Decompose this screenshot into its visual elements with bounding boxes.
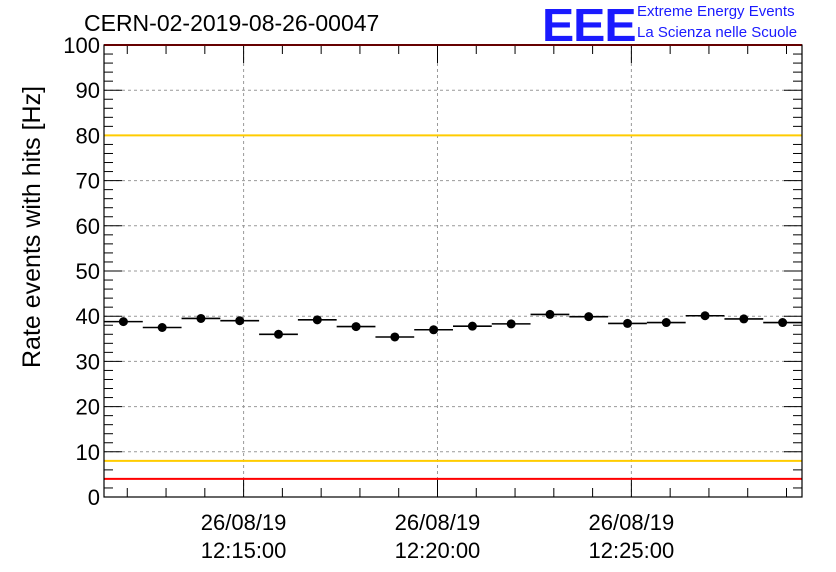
data-point bbox=[390, 332, 400, 342]
y-tick-label: 40 bbox=[76, 304, 100, 329]
logo-line-2: La Scienza nelle Scuole bbox=[637, 24, 798, 41]
data-point bbox=[700, 311, 710, 321]
y-tick-label: 10 bbox=[76, 440, 100, 465]
data-point bbox=[429, 325, 439, 335]
x-tick-date: 26/08/19 bbox=[201, 510, 287, 535]
data-point bbox=[351, 322, 361, 332]
y-tick-label: 50 bbox=[76, 259, 100, 284]
y-tick-label: 0 bbox=[88, 485, 100, 510]
data-point bbox=[506, 319, 516, 329]
run-title: CERN-02-2019-08-26-00047 bbox=[84, 10, 380, 36]
y-tick-label: 100 bbox=[63, 33, 100, 58]
data-point bbox=[778, 318, 788, 328]
data-point bbox=[545, 309, 555, 319]
data-point bbox=[274, 329, 283, 339]
x-tick-time: 12:20:00 bbox=[395, 538, 481, 563]
logo-line-1: Extreme Energy Events bbox=[637, 3, 795, 20]
data-point bbox=[157, 323, 167, 332]
x-tick-time: 12:15:00 bbox=[201, 538, 287, 563]
data-point bbox=[623, 318, 632, 328]
data-point bbox=[235, 316, 245, 326]
y-tick-label: 90 bbox=[76, 78, 100, 103]
y-axis-label: Rate events with hits [Hz] bbox=[18, 85, 46, 368]
x-tick-time: 12:25:00 bbox=[589, 538, 675, 563]
y-tick-label: 20 bbox=[76, 395, 100, 420]
data-point bbox=[118, 317, 128, 327]
y-tick-label: 30 bbox=[76, 349, 100, 374]
data-point bbox=[584, 312, 594, 322]
plot-frame bbox=[103, 44, 803, 498]
x-tick-date: 26/08/19 bbox=[589, 510, 675, 535]
x-tick-date: 26/08/19 bbox=[395, 510, 481, 535]
y-tick-label: 60 bbox=[76, 214, 100, 239]
data-point bbox=[467, 321, 477, 331]
y-tick-label: 80 bbox=[76, 123, 100, 148]
data-point bbox=[196, 313, 206, 323]
data-point bbox=[312, 315, 322, 325]
data-point bbox=[739, 314, 749, 324]
data-point bbox=[661, 318, 671, 328]
eee-logo-icon: EEE bbox=[542, 0, 637, 51]
y-tick-label: 70 bbox=[76, 169, 100, 194]
